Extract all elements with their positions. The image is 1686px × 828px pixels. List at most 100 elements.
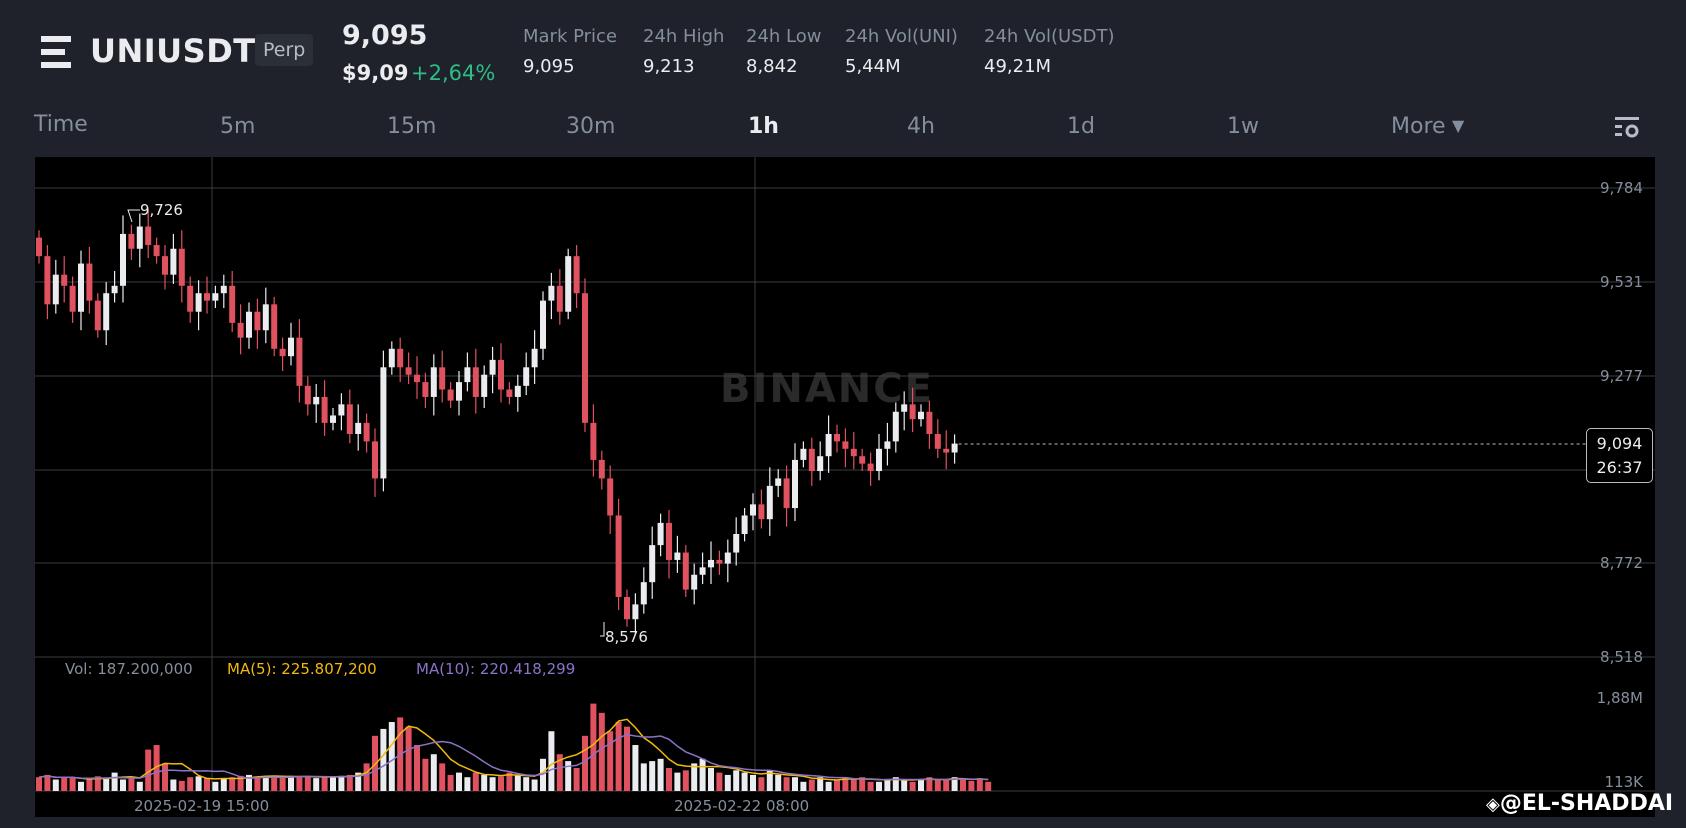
volume-bar bbox=[111, 772, 118, 791]
volume-bar bbox=[590, 703, 597, 791]
timeframe-1w[interactable]: 1w bbox=[1227, 114, 1259, 139]
candle-body bbox=[61, 274, 68, 286]
volume-bar bbox=[531, 779, 538, 791]
price-change: +2,64% bbox=[411, 61, 496, 85]
stat-label: 24h Vol(USDT) bbox=[984, 26, 1115, 47]
candle-body bbox=[414, 374, 420, 383]
volume-bar bbox=[422, 758, 429, 791]
timeframe-more[interactable]: More bbox=[1391, 114, 1446, 139]
timeframe-time[interactable]: Time bbox=[34, 112, 88, 137]
candle-body bbox=[716, 559, 723, 564]
candle-body bbox=[859, 456, 866, 464]
candle-body bbox=[783, 478, 790, 509]
timeframe-4h[interactable]: 4h bbox=[907, 114, 935, 139]
candle-body bbox=[304, 385, 311, 405]
volume-bar bbox=[968, 780, 975, 791]
stat-2: 24h Low 8,842 bbox=[746, 26, 821, 77]
candle-body bbox=[666, 522, 672, 560]
candle-body bbox=[153, 245, 160, 257]
volume-bar bbox=[262, 776, 269, 791]
volume-bar bbox=[321, 777, 328, 791]
volume-bar bbox=[817, 777, 824, 791]
high-marker: 9,726 bbox=[140, 201, 183, 219]
timeframe-1h[interactable]: 1h bbox=[748, 114, 779, 139]
candle-body bbox=[36, 237, 42, 257]
ma5-line bbox=[38, 718, 989, 781]
candle-body bbox=[145, 226, 152, 246]
candle-body bbox=[296, 337, 303, 386]
volume-bar bbox=[909, 781, 916, 791]
candle-body bbox=[808, 448, 815, 472]
current-price-tag: 9,094 26:37 bbox=[1586, 428, 1653, 483]
volume-bar bbox=[86, 779, 93, 791]
volume-bar bbox=[380, 728, 387, 791]
ma10-line bbox=[38, 733, 989, 781]
volume-bar bbox=[615, 722, 622, 791]
caret-down-icon[interactable]: ▼ bbox=[1452, 116, 1465, 135]
chart-settings-icon[interactable] bbox=[1614, 116, 1640, 140]
usd-price: $9,09 bbox=[342, 61, 409, 85]
volume-bar bbox=[783, 777, 790, 791]
volume-bar bbox=[800, 781, 807, 791]
volume-bar bbox=[724, 774, 731, 791]
stat-label: 24h Vol(UNI) bbox=[845, 26, 958, 47]
stat-label: 24h Low bbox=[746, 26, 822, 47]
menu-icon[interactable] bbox=[41, 36, 75, 68]
volume-bar bbox=[145, 749, 152, 791]
volume-bar bbox=[44, 774, 51, 791]
volume-bar bbox=[775, 774, 782, 791]
volume-bar bbox=[498, 776, 504, 791]
volume-bar bbox=[699, 758, 706, 791]
volume-bar bbox=[439, 763, 446, 791]
volume-bar bbox=[624, 726, 630, 791]
candle-body bbox=[506, 389, 513, 397]
volume-bar bbox=[792, 777, 798, 791]
timeframe-30m[interactable]: 30m bbox=[566, 114, 616, 139]
volume-bar bbox=[750, 774, 756, 791]
volume-bar bbox=[94, 776, 101, 791]
timeframe-1d[interactable]: 1d bbox=[1067, 114, 1095, 139]
candle-body bbox=[792, 459, 798, 509]
volume-bar bbox=[976, 778, 983, 791]
volume-bar bbox=[447, 774, 454, 791]
candle-body bbox=[834, 433, 840, 442]
candle-body bbox=[498, 359, 504, 390]
stat-value: 5,44M bbox=[845, 56, 901, 77]
candle-body bbox=[288, 337, 294, 357]
volume-bar bbox=[246, 774, 252, 791]
chart-area[interactable] bbox=[35, 157, 1655, 817]
candle-body bbox=[691, 574, 698, 590]
candle-body bbox=[355, 422, 362, 434]
candle-body bbox=[430, 367, 437, 397]
volume-bar bbox=[52, 779, 59, 791]
candle-body bbox=[363, 422, 370, 442]
candle-body bbox=[212, 293, 219, 301]
stat-label: Mark Price bbox=[523, 26, 618, 47]
candle-body bbox=[346, 404, 353, 434]
candle-body bbox=[565, 256, 572, 312]
timeframe-5m[interactable]: 5m bbox=[220, 114, 256, 139]
candle-body bbox=[220, 285, 227, 294]
volume-bar bbox=[472, 772, 479, 791]
candle-body bbox=[766, 485, 773, 520]
volume-bar bbox=[128, 777, 135, 791]
candle-body bbox=[330, 415, 336, 423]
current-price: 9,094 bbox=[1596, 434, 1643, 453]
candle-body bbox=[162, 256, 168, 275]
timeframe-15m[interactable]: 15m bbox=[387, 114, 437, 139]
candle-body bbox=[128, 233, 135, 249]
volume-bar bbox=[556, 754, 563, 791]
candle-body bbox=[456, 382, 462, 401]
symbol-title[interactable]: UNIUSDT bbox=[90, 32, 256, 70]
volume-bar bbox=[405, 726, 412, 791]
volume-bar bbox=[346, 774, 353, 791]
vol-axis-label: 113K bbox=[1604, 773, 1643, 791]
candle-body bbox=[556, 285, 563, 312]
candle-body bbox=[632, 604, 639, 620]
vol-axis-label: 1,88M bbox=[1596, 689, 1643, 707]
candle-body bbox=[708, 559, 714, 568]
volume-bar bbox=[178, 780, 185, 791]
candle-body bbox=[951, 443, 958, 453]
volume-bar bbox=[136, 781, 143, 791]
